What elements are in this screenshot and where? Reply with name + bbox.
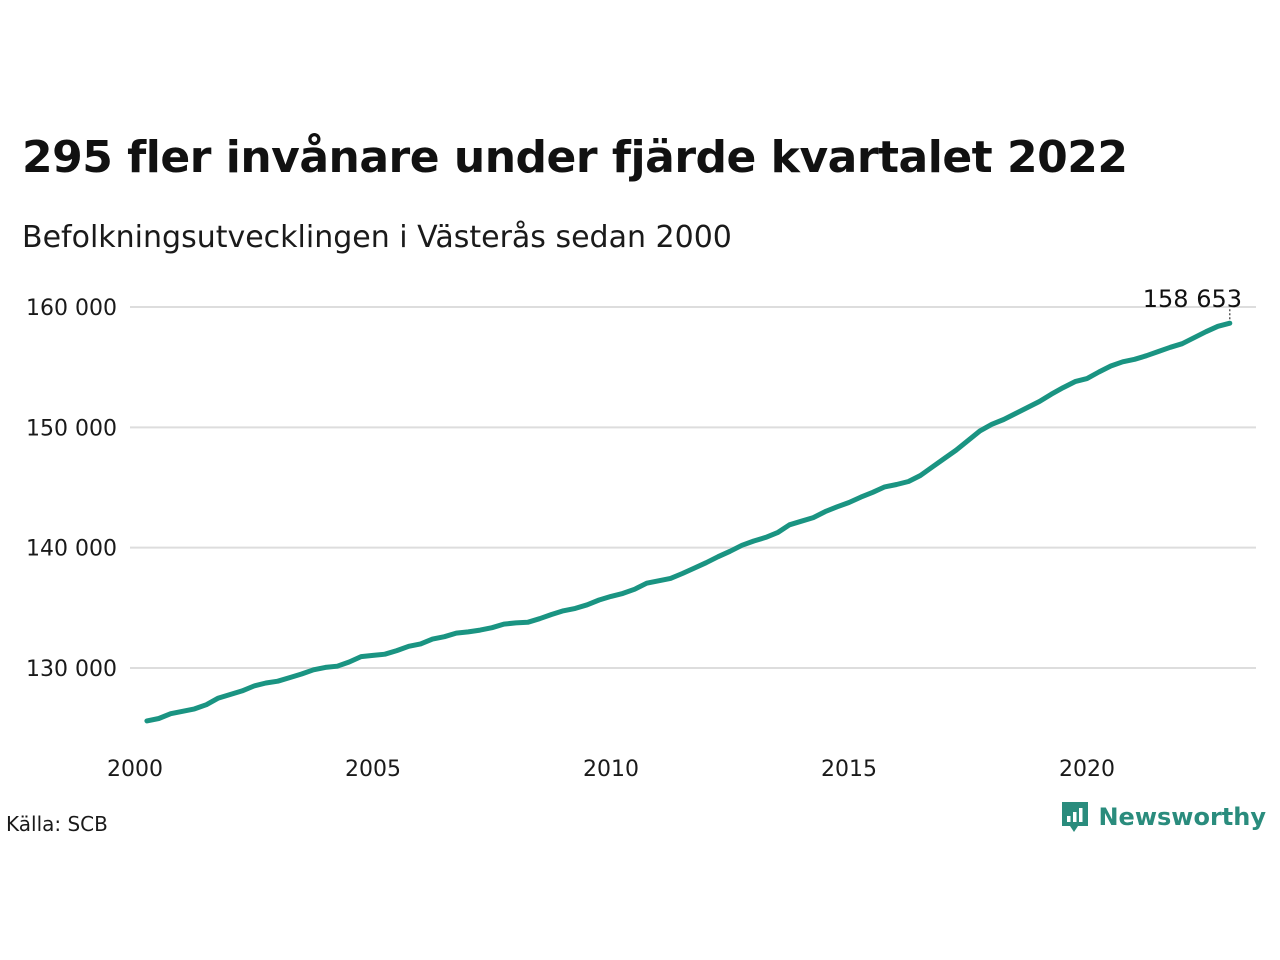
bar-chart-badge-icon [1062,802,1089,832]
x-tick-label: 2015 [821,757,877,782]
chart-subtitle: Befolkningsutvecklingen i Västerås sedan… [22,220,732,255]
x-tick-label: 2020 [1059,757,1115,782]
x-tick-label: 2000 [107,757,163,782]
brand-name: Newsworthy [1098,803,1266,831]
source-note: Källa: SCB [6,812,108,836]
x-tick-label: 2010 [583,757,639,782]
brand-logo: Newsworthy [1060,800,1266,834]
y-tick-label: 160 000 [26,296,117,321]
x-axis: 2000 2005 2010 2015 2020 [107,757,1115,782]
end-value-label: 158 653 [1143,285,1242,313]
y-tick-label: 150 000 [26,416,117,441]
x-tick-label: 2005 [345,757,401,782]
grid-lines [130,306,1256,669]
chart-title: 295 fler invånare under fjärde kvartalet… [22,132,1128,183]
series-line-population [144,320,1233,724]
y-axis: 130 000 140 000 150 000 160 000 [26,296,117,682]
y-tick-label: 130 000 [26,657,117,682]
y-tick-label: 140 000 [26,537,117,562]
